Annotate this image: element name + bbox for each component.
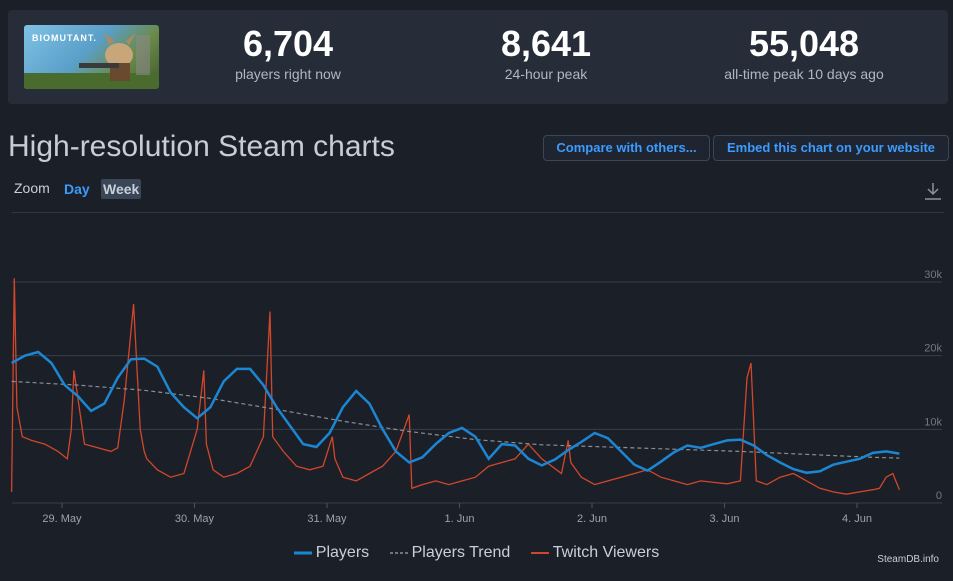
legend-item-trend[interactable]: Players Trend — [389, 544, 511, 562]
x-tick-label: 29. May — [42, 513, 82, 525]
y-tick-label: 20k — [924, 343, 942, 355]
zoom-day-button[interactable]: Day — [64, 181, 90, 197]
series-players — [10, 350, 900, 475]
x-tick-label: 31. May — [307, 513, 347, 525]
legend-swatch-trend — [389, 552, 408, 554]
stat-all-time-peak: 55,048 all-time peak 10 days ago — [684, 23, 924, 83]
y-tick-label: 30k — [924, 269, 942, 281]
stat-label: 24-hour peak — [504, 66, 588, 82]
stat-current-players: 6,704 players right now — [168, 23, 408, 83]
compare-button[interactable]: Compare with others... — [543, 135, 710, 161]
x-tick-label: 2. Jun — [577, 513, 607, 525]
game-character-art — [24, 33, 159, 89]
legend-swatch-twitch — [530, 551, 549, 554]
stat-value: 6,704 — [242, 23, 334, 64]
stat-label: all-time peak 10 days ago — [724, 66, 884, 82]
legend-item-players[interactable]: Players — [293, 544, 370, 562]
stat-label: players right now — [235, 66, 341, 82]
stat-value: 55,048 — [748, 23, 860, 64]
chart-top-divider — [12, 212, 944, 213]
page-title: High-resolution Steam charts — [8, 130, 395, 163]
series-twitch-viewers — [10, 278, 901, 495]
legend-label: Players Trend — [411, 544, 511, 561]
legend-swatch-players — [293, 551, 312, 555]
embed-chart-button[interactable]: Embed this chart on your website — [713, 135, 949, 161]
stats-panel: BIOMUTANT. 6,704 players right now 8,641… — [8, 10, 948, 104]
y-tick-label: 10k — [924, 416, 942, 428]
stat-value: 8,641 — [500, 23, 592, 64]
x-tick-label: 30. May — [175, 513, 215, 525]
x-tick-label: 1. Jun — [445, 513, 475, 525]
x-tick-label: 3. Jun — [710, 513, 740, 525]
game-logo: BIOMUTANT. — [32, 33, 97, 43]
legend-label: Players — [315, 544, 370, 561]
legend-item-twitch[interactable]: Twitch Viewers — [530, 544, 660, 562]
credit-text: SteamDB.info — [877, 554, 939, 565]
legend-label: Twitch Viewers — [552, 544, 660, 561]
y-tick-label: 0 — [936, 490, 942, 502]
download-icon[interactable] — [922, 180, 944, 202]
game-cover-image[interactable]: BIOMUTANT. — [24, 25, 159, 89]
x-tick-label: 4. Jun — [842, 513, 872, 525]
chart-legend: Players Players Trend Twitch Viewers — [0, 544, 953, 562]
stat-24h-peak: 8,641 24-hour peak — [426, 23, 666, 83]
zoom-label: Zoom — [14, 180, 50, 196]
series-players-trend — [11, 380, 900, 459]
player-chart[interactable]: 0 10k 20k 30k 29. May 30. May 31. May 1. Jun 2. … — [0, 214, 953, 534]
zoom-week-button[interactable]: Week — [101, 179, 142, 199]
